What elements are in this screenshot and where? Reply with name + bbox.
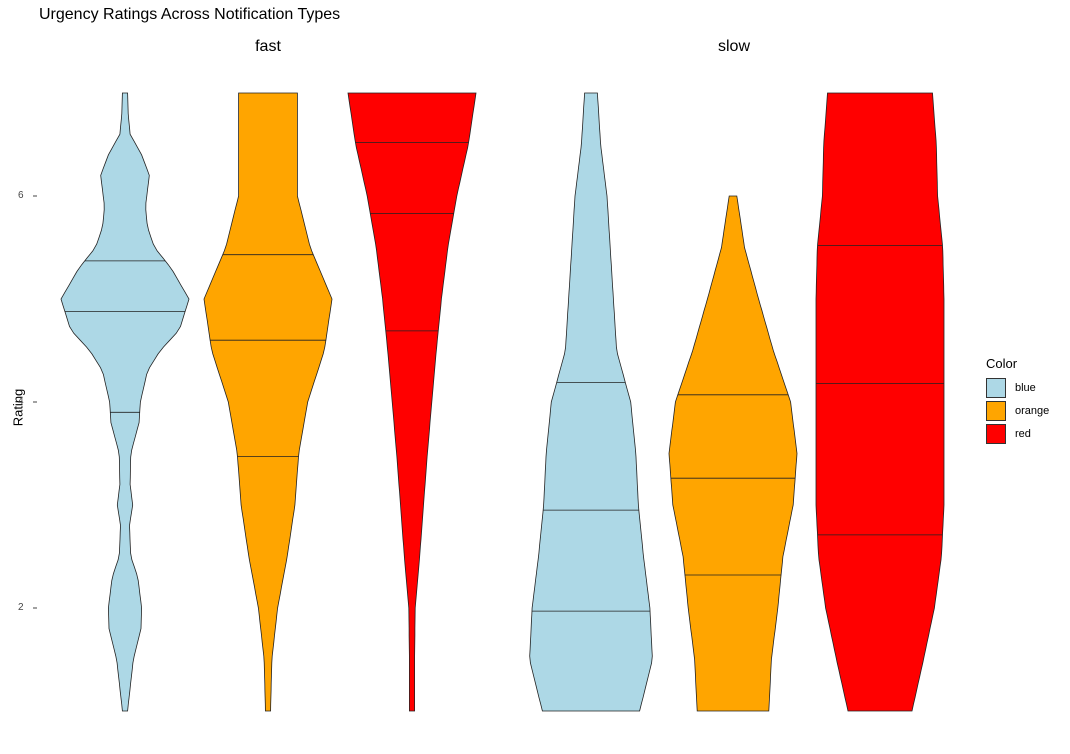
y-tick-label-6: 6 xyxy=(18,190,24,201)
legend-label-orange: orange xyxy=(1015,404,1050,417)
violin-slow-orange xyxy=(668,195,798,712)
legend-item-red: red xyxy=(986,422,1049,445)
violin-fast-blue xyxy=(60,92,190,712)
violin-fast-orange xyxy=(203,92,333,712)
legend-label-red: red xyxy=(1015,427,1031,440)
chart-title: Urgency Ratings Across Notification Type… xyxy=(39,6,341,23)
violin-slow-red xyxy=(815,92,945,712)
legend-title: Color xyxy=(986,356,1018,371)
legend: Color blue orange red xyxy=(986,356,1049,445)
violin-fast-red xyxy=(347,92,477,712)
legend-key-red xyxy=(986,423,1006,444)
y-tick-label-4: 4 xyxy=(18,396,24,407)
y-axis-ticks xyxy=(33,195,37,609)
legend-item-blue: blue xyxy=(986,376,1049,399)
legend-item-orange: orange xyxy=(986,399,1049,422)
violin-slow-blue xyxy=(529,92,653,712)
legend-key-blue xyxy=(986,377,1006,398)
facet-label-slow: slow xyxy=(717,38,750,55)
facet-label-fast: fast xyxy=(255,38,281,55)
y-tick-label-2: 2 xyxy=(18,602,24,613)
violins-layer xyxy=(60,92,945,712)
legend-label-blue: blue xyxy=(1015,381,1036,394)
legend-key-orange xyxy=(986,400,1006,421)
